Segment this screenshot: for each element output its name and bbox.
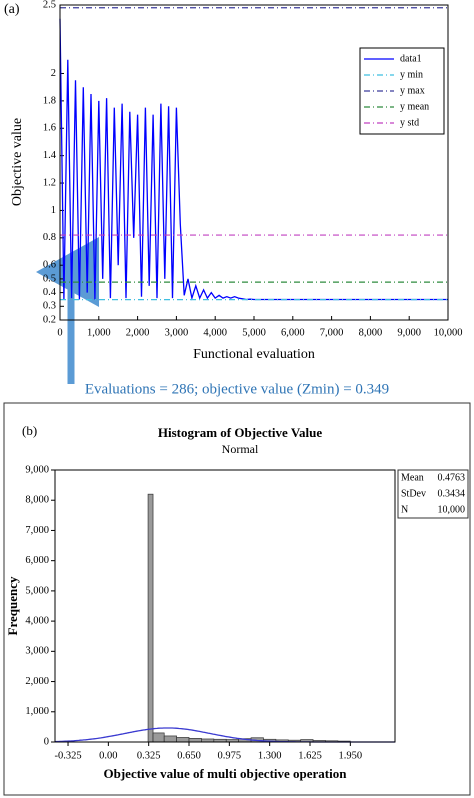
y-tick-label: 0.2: [43, 314, 56, 325]
x-tick-label: 9,000: [397, 327, 421, 338]
bar: [188, 738, 202, 743]
x-tick-label: 10,000: [434, 327, 463, 338]
x-tick-label: 1.300: [258, 750, 282, 761]
panel-label: (a): [4, 2, 20, 17]
x-tick-label: 4,000: [203, 327, 227, 338]
legend-label: y std: [400, 117, 419, 128]
y-tick-label: 0.8: [43, 232, 56, 243]
stats-box: [397, 469, 469, 519]
y-tick-label: 6,000: [25, 555, 49, 566]
legend-label: y mean: [400, 101, 429, 112]
bar: [147, 493, 154, 743]
y-tick-label: 5,000: [25, 585, 49, 596]
plot-frame: [59, 4, 449, 321]
y-tick-label: 1.4: [43, 150, 57, 161]
y-tick-label: 1.6: [43, 123, 56, 134]
panel-frame: [3, 402, 471, 796]
stats-value: 0.3434: [438, 488, 466, 499]
x-tick-label: 0.00: [99, 750, 117, 761]
x-tick-label: 0: [57, 327, 62, 338]
x-tick-label: 0.650: [177, 750, 201, 761]
legend-label: data1: [400, 53, 422, 64]
y-tick-label: 0.3: [43, 301, 56, 312]
bar: [152, 732, 165, 743]
stats-value: 10,000: [438, 504, 466, 515]
x-tick-label: 1.625: [298, 750, 322, 761]
y-tick-label: 1.2: [43, 177, 56, 188]
stats-label: Mean: [401, 472, 424, 483]
y-tick-label: 2: [51, 68, 56, 79]
y-tick-label: 8,000: [25, 495, 49, 506]
y-axis-label: Objective value: [10, 118, 25, 206]
x-tick-label: 8,000: [359, 327, 383, 338]
x-tick-label: -0.325: [54, 750, 81, 761]
y-tick-label: 0.4: [43, 287, 57, 298]
x-tick-label: 5,000: [242, 327, 266, 338]
stats-label: StDev: [401, 488, 426, 499]
chart-title: Histogram of Objective Value: [158, 425, 323, 440]
stats-label: N: [401, 504, 408, 515]
y-tick-label: 1,000: [25, 706, 49, 717]
bar: [176, 737, 190, 743]
annotation: Evaluations = 286; objective value (Zmin…: [85, 381, 389, 397]
y-axis-label: Frequency: [5, 576, 20, 635]
y-tick-label: 4,000: [25, 616, 49, 627]
y-tick-label: 1.8: [43, 95, 56, 106]
x-tick-label: 0.975: [218, 750, 242, 761]
bar: [163, 735, 177, 743]
y-tick-label: 9,000: [25, 464, 49, 475]
y-tick-label: 3,000: [25, 646, 49, 657]
y-tick-label: 0.5: [43, 273, 56, 284]
x-axis-label: Functional evaluation: [193, 347, 315, 362]
y-tick-label: 2.5: [43, 0, 56, 10]
y-tick-label: 1: [51, 205, 56, 216]
x-tick-label: 3,000: [165, 327, 189, 338]
panel-label: (b): [22, 423, 37, 438]
plot-frame: [54, 469, 396, 743]
stats-value: 0.4763: [438, 472, 466, 483]
x-tick-label: 1,000: [87, 327, 111, 338]
x-axis-label: Objective value of multi objective opera…: [104, 766, 348, 781]
y-tick-label: 2,000: [25, 676, 49, 687]
x-tick-label: 0.325: [137, 750, 161, 761]
x-tick-label: 1.950: [339, 750, 363, 761]
y-tick-label: 0.6: [43, 260, 56, 271]
y-tick-label: 0: [44, 736, 49, 747]
legend-label: y min: [400, 69, 423, 80]
x-tick-label: 7,000: [320, 327, 344, 338]
x-tick-label: 2,000: [126, 327, 150, 338]
data-line: [59, 18, 448, 301]
y-tick-label: 7,000: [25, 525, 49, 536]
chart-subtitle: Normal: [222, 442, 259, 456]
legend-label: y max: [400, 85, 425, 96]
x-tick-label: 6,000: [281, 327, 305, 338]
